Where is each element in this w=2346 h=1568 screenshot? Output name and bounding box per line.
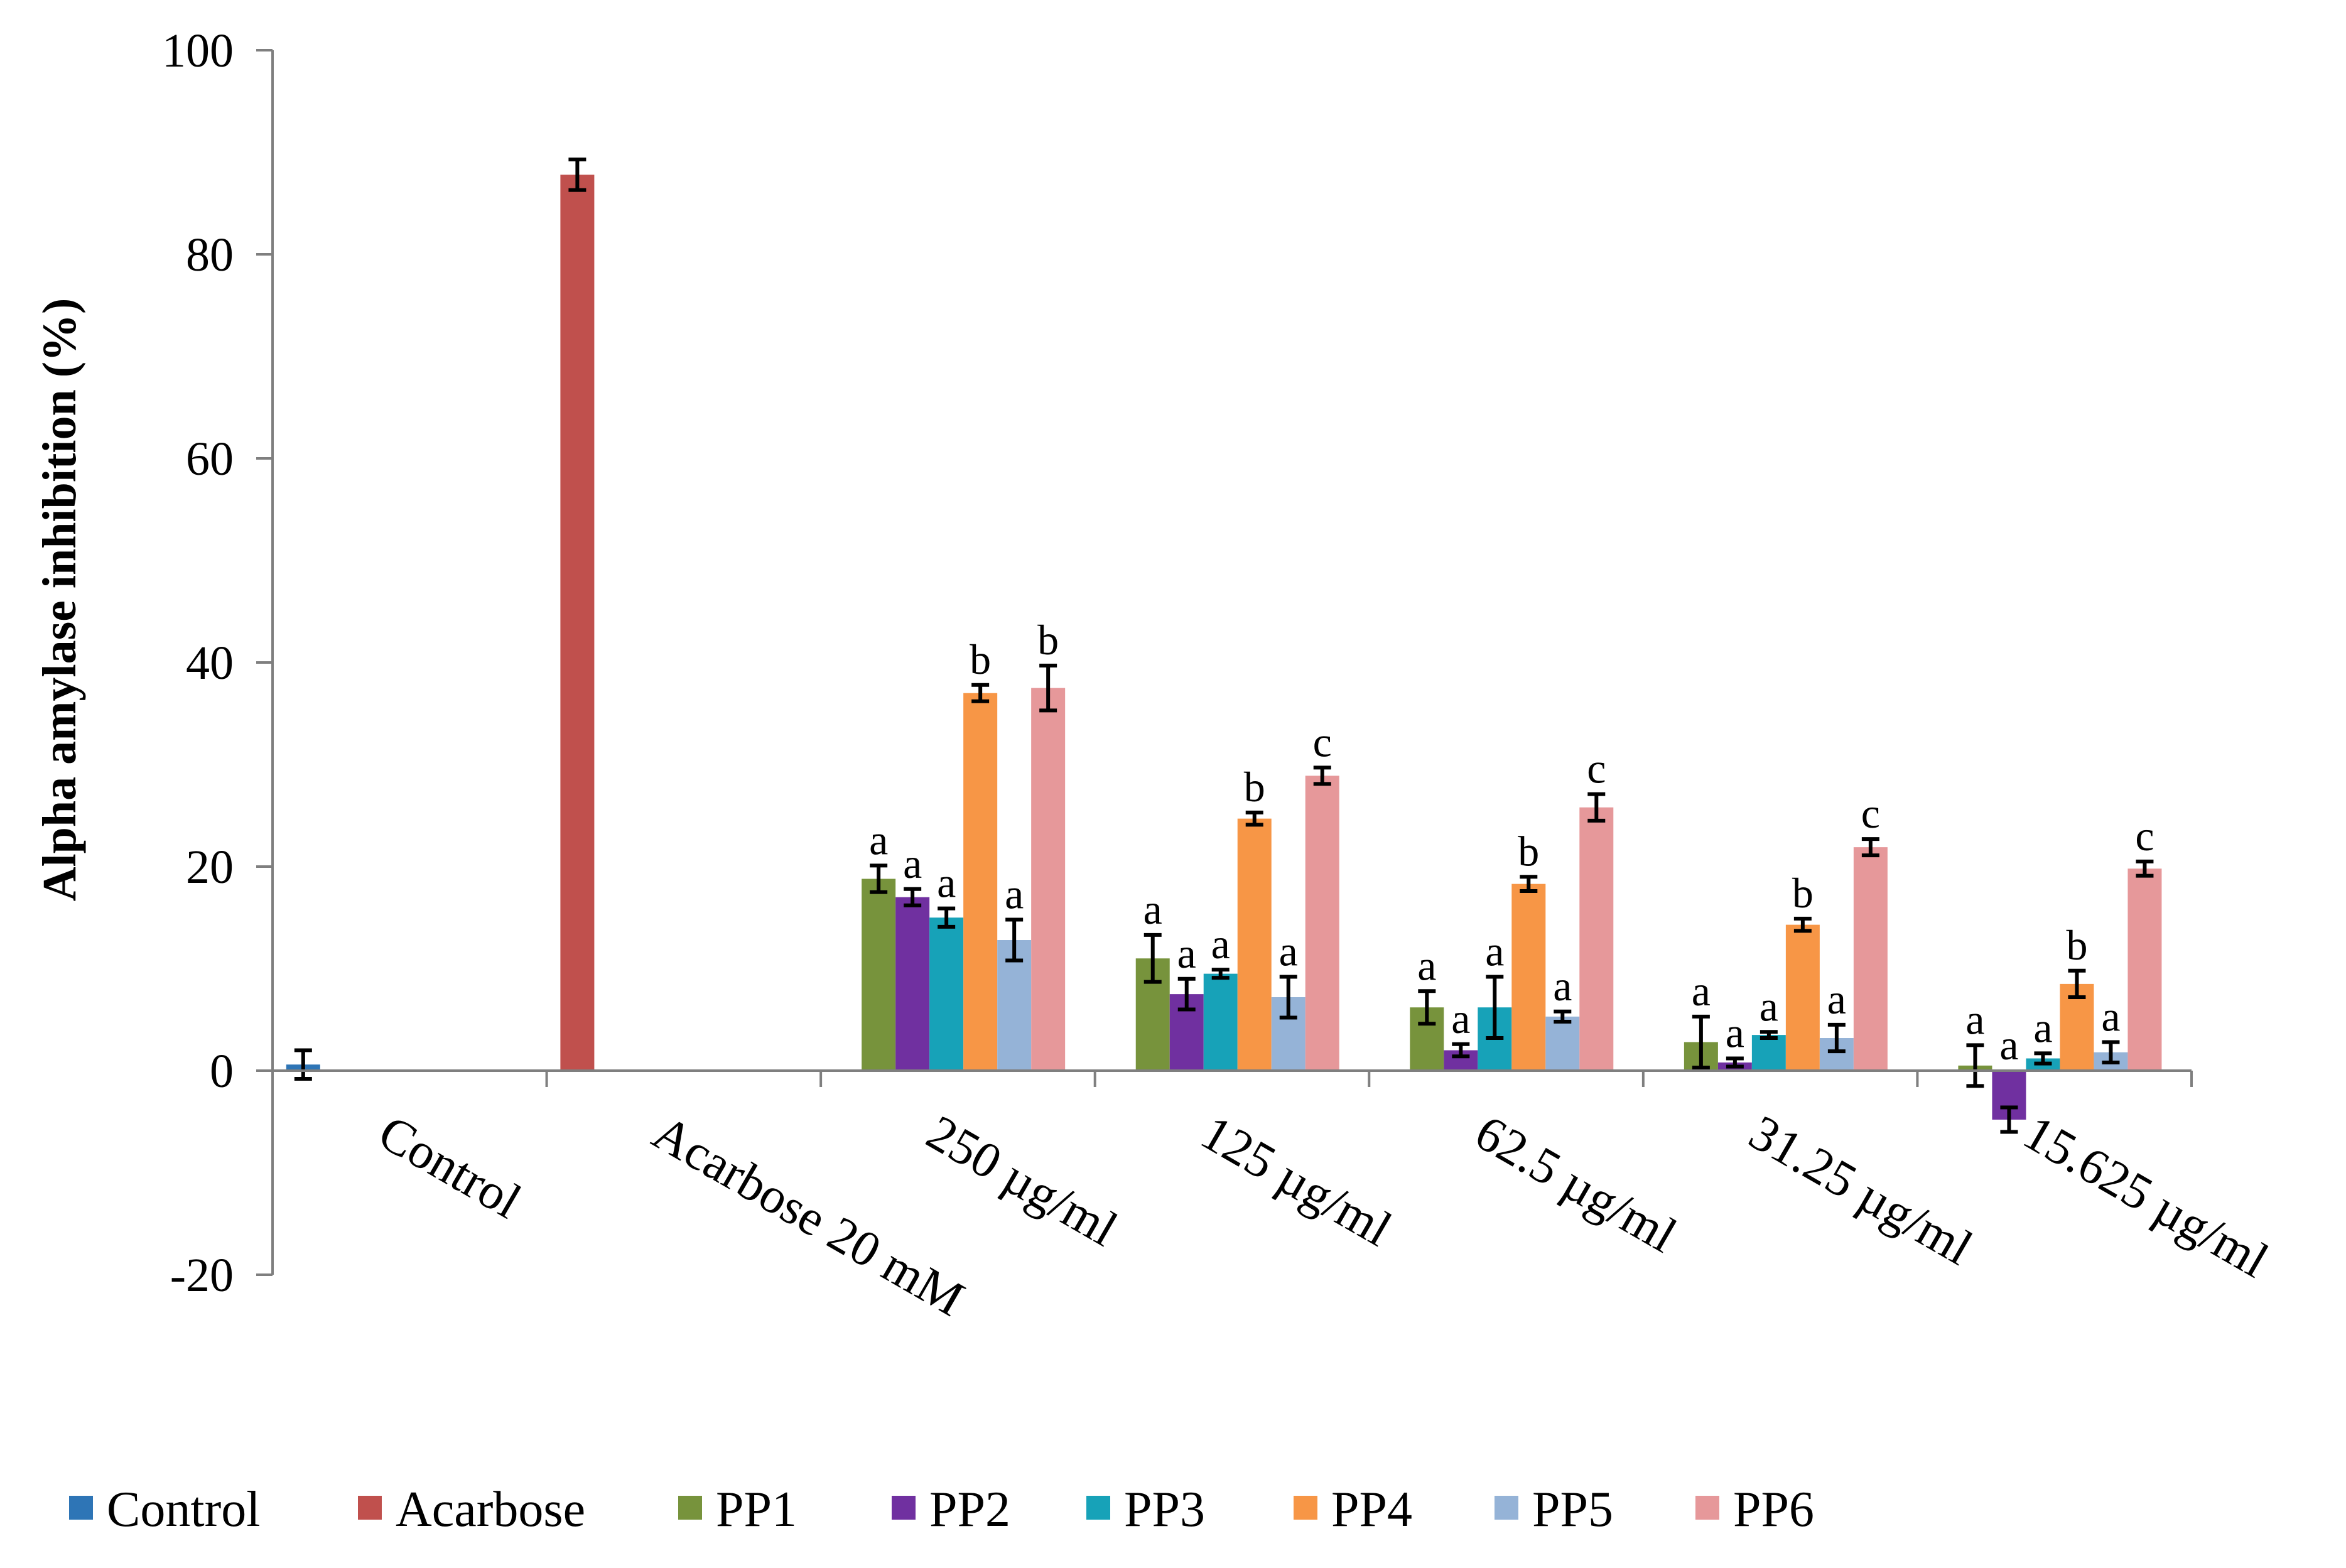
bar-pp4-5 bbox=[1511, 884, 1546, 1071]
significance-label: a bbox=[1211, 920, 1230, 968]
legend-label: PP3 bbox=[1124, 1482, 1205, 1537]
bar-pp6-4 bbox=[1305, 776, 1339, 1071]
category-label: Acarbose 20 mM bbox=[644, 1105, 973, 1327]
significance-label: a bbox=[1005, 870, 1024, 918]
y-tick-label: 80 bbox=[186, 229, 234, 281]
x-axis bbox=[271, 1069, 2193, 1087]
legend-label: PP5 bbox=[1532, 1482, 1613, 1537]
y-tick-label: 40 bbox=[186, 637, 234, 689]
significance-label: c bbox=[1861, 789, 1880, 837]
legend-item-pp4: PP4 bbox=[1294, 1482, 1412, 1537]
significance-label: a bbox=[903, 840, 922, 887]
y-tick-label: -20 bbox=[170, 1249, 234, 1302]
bar-acarbose-2 bbox=[560, 175, 595, 1071]
legend-item-pp1: PP1 bbox=[678, 1482, 797, 1537]
significance-label: b bbox=[1037, 616, 1059, 664]
significance-label: c bbox=[1587, 745, 1606, 792]
legend: Control Acarbose PP1 PP2 PP3 PP4 PP5 PP6 bbox=[69, 1482, 1814, 1537]
legend-label: Control bbox=[107, 1482, 260, 1537]
legend-swatch bbox=[358, 1496, 382, 1520]
bar-pp4-3 bbox=[963, 693, 998, 1071]
significance-label: a bbox=[1553, 962, 1572, 1010]
significance-label: b bbox=[1792, 869, 1814, 917]
legend-swatch bbox=[1294, 1496, 1317, 1520]
y-tick-label: 0 bbox=[210, 1045, 234, 1098]
significance-label: a bbox=[1965, 995, 1984, 1043]
legend-swatch bbox=[1495, 1496, 1518, 1520]
significance-label: a bbox=[1827, 975, 1846, 1023]
bar-pp3-3 bbox=[929, 917, 964, 1071]
bar-pp6-6 bbox=[1853, 847, 1888, 1071]
y-tick-label: 20 bbox=[186, 841, 234, 894]
bar-pp6-7 bbox=[2127, 868, 2162, 1071]
legend-swatch bbox=[1086, 1496, 1110, 1520]
legend-item-pp6: PP6 bbox=[1695, 1482, 1814, 1537]
category-label: 125 µg/ml bbox=[1192, 1105, 1400, 1257]
significance-label: a bbox=[2101, 993, 2120, 1041]
category-label: 250 µg/ml bbox=[917, 1105, 1126, 1257]
significance-label: a bbox=[1417, 941, 1436, 989]
legend-swatch bbox=[69, 1496, 93, 1520]
category-label: 15.625 µg/ml bbox=[2014, 1105, 2278, 1289]
legend-item-control: Control bbox=[69, 1482, 260, 1537]
y-tick-label: 60 bbox=[186, 433, 234, 485]
significance-label: a bbox=[1279, 927, 1298, 975]
legend-item-pp3: PP3 bbox=[1086, 1482, 1205, 1537]
bar-pp1-3 bbox=[862, 879, 896, 1071]
significance-label: c bbox=[2135, 812, 2154, 860]
bar-pp4-4 bbox=[1237, 818, 1272, 1071]
bar-pp4-6 bbox=[1785, 924, 1820, 1071]
category-label: Control bbox=[369, 1105, 530, 1229]
significance-label: a bbox=[1177, 929, 1196, 977]
significance-label: a bbox=[2033, 1003, 2052, 1051]
significance-label: a bbox=[1999, 1021, 2018, 1069]
legend-label: PP6 bbox=[1733, 1482, 1814, 1537]
legend-label: PP4 bbox=[1331, 1482, 1412, 1537]
legend-swatch bbox=[892, 1496, 916, 1520]
significance-label: b bbox=[1244, 763, 1265, 811]
legend-item-pp5: PP5 bbox=[1495, 1482, 1613, 1537]
significance-label: a bbox=[1485, 927, 1504, 975]
bar-pp3-4 bbox=[1203, 973, 1238, 1071]
significance-label: b bbox=[970, 635, 991, 683]
legend-swatch bbox=[678, 1496, 702, 1520]
significance-label: a bbox=[1451, 995, 1470, 1042]
bar-pp6-5 bbox=[1579, 807, 1614, 1071]
significance-label: a bbox=[1760, 982, 1778, 1030]
y-axis: -20 0 20 40 60 80 100 bbox=[162, 24, 274, 1302]
bar-pp5-5 bbox=[1545, 1016, 1580, 1071]
significance-label: a bbox=[1726, 1009, 1744, 1057]
bar-pp6-3 bbox=[1031, 688, 1066, 1071]
legend-label: PP1 bbox=[716, 1482, 797, 1537]
legend-label: Acarbose bbox=[396, 1482, 585, 1537]
y-tick-label: 100 bbox=[162, 24, 234, 77]
legend-item-acarbose: Acarbose bbox=[358, 1482, 585, 1537]
significance-label: c bbox=[1313, 718, 1332, 765]
significance-label: b bbox=[1518, 827, 1539, 875]
legend-item-pp2: PP2 bbox=[892, 1482, 1010, 1537]
significance-label: a bbox=[937, 859, 956, 907]
significance-label: a bbox=[1692, 967, 1711, 1015]
y-axis-title: Alpha amylase inhibition (%) bbox=[33, 298, 86, 902]
bar-pp3-6 bbox=[1751, 1035, 1786, 1071]
legend-swatch bbox=[1695, 1496, 1719, 1520]
legend-label: PP2 bbox=[929, 1482, 1010, 1537]
category-label: 62.5 µg/ml bbox=[1466, 1105, 1686, 1263]
significance-label: a bbox=[869, 816, 888, 863]
significance-label: a bbox=[1143, 885, 1162, 933]
significance-label: b bbox=[2066, 921, 2087, 969]
category-label: 31.25 µg/ml bbox=[1740, 1105, 1981, 1276]
bar-pp2-3 bbox=[895, 897, 930, 1071]
